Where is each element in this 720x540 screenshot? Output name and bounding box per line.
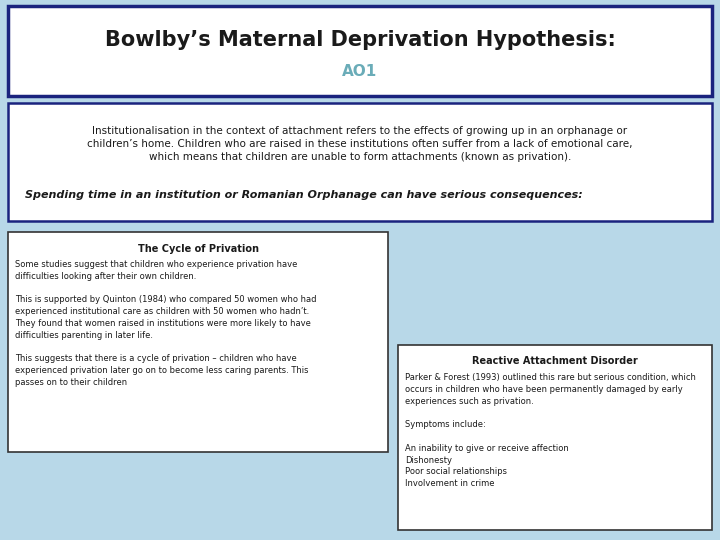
Text: The Cycle of Privation: The Cycle of Privation <box>138 244 258 254</box>
Text: Parker & Forest (1993) outlined this rare but serious condition, which
occurs in: Parker & Forest (1993) outlined this rar… <box>405 373 696 488</box>
FancyBboxPatch shape <box>8 6 712 96</box>
Text: Institutionalisation in the context of attachment refers to the effects of growi: Institutionalisation in the context of a… <box>87 126 633 163</box>
Text: Some studies suggest that children who experience privation have
difficulties lo: Some studies suggest that children who e… <box>15 260 317 387</box>
Text: Spending time in an institution or Romanian Orphanage can have serious consequen: Spending time in an institution or Roman… <box>25 190 582 200</box>
Text: AO1: AO1 <box>343 64 377 79</box>
Text: Reactive Attachment Disorder: Reactive Attachment Disorder <box>472 356 638 366</box>
FancyBboxPatch shape <box>8 103 712 221</box>
FancyBboxPatch shape <box>398 345 712 530</box>
Text: Bowlby’s Maternal Deprivation Hypothesis:: Bowlby’s Maternal Deprivation Hypothesis… <box>104 30 616 50</box>
FancyBboxPatch shape <box>8 232 388 452</box>
